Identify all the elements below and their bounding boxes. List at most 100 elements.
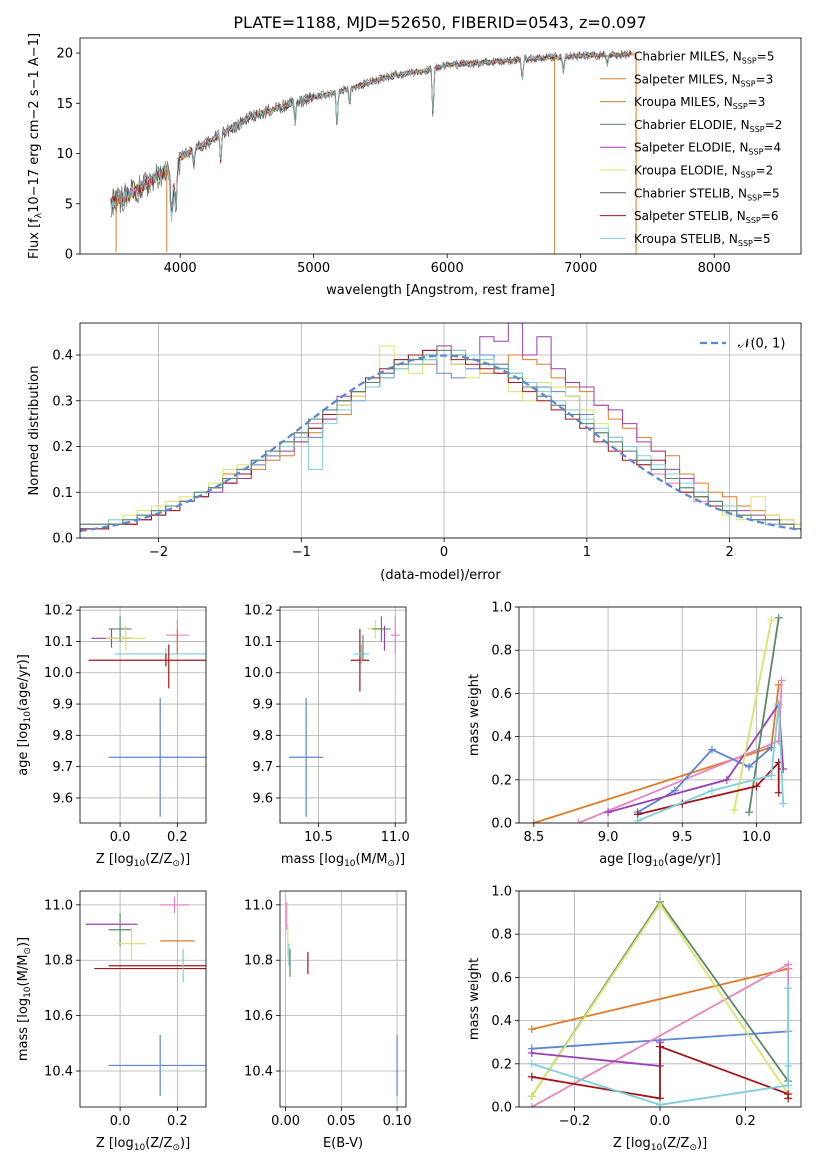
- age-z-ytick-label: 10.0: [44, 666, 73, 681]
- spectrum-ytick-label: 20: [56, 47, 73, 62]
- legend-sep: ,: [716, 95, 724, 109]
- mw-age-xtick-label: 10.0: [742, 830, 771, 845]
- spectrum-xlabel: wavelength [Angstrom, rest frame]: [326, 283, 555, 298]
- mw-z-lines: [527, 897, 793, 1107]
- mass-ebv-ytick-label: 10.4: [244, 1065, 273, 1080]
- mass-z-xlabel: Z [log10(Z/Z⊙)]: [96, 1136, 190, 1153]
- spectrum-ylabel-part: erg cm: [27, 119, 42, 168]
- legend-model: Salpeter ELODIE: [634, 141, 732, 155]
- age-z-ytick-label: 9.7: [52, 760, 73, 775]
- mass-weight-vs-age-panel: 8.5 9.0 9.5 10.0 0.0 0.2 0.4 0.6 0.8 1.0 age [log1…: [467, 601, 802, 869]
- mw-z-ytick-label: 0.8: [491, 928, 512, 943]
- gaussian-curve: [80, 354, 801, 532]
- mass-ebv-ytick-label: 10.8: [244, 954, 273, 969]
- mw-z-series-salpeter_miles: [531, 967, 789, 1031]
- legend-nssp: 2: [766, 164, 774, 178]
- age-z-ylabel-part: 10: [23, 711, 33, 723]
- spectrum-ytick-label: 0: [65, 248, 73, 263]
- spectrum-xtick-label: 8000: [698, 261, 731, 276]
- legend-nssp: 4: [773, 141, 781, 155]
- legend-n-sub: SSP: [748, 148, 763, 157]
- mw-z-ytick-label: 0.0: [491, 1101, 512, 1116]
- legend-sep: ,: [729, 209, 737, 223]
- histogram-series: [80, 323, 801, 532]
- age-z-points: [88, 616, 206, 817]
- histogram-frame: [79, 322, 802, 539]
- mw-age-xtick-label: 8.5: [523, 830, 544, 845]
- mass-ebv-xtick-label: 0.05: [327, 1114, 356, 1129]
- mass-z-frame: [79, 890, 207, 1108]
- age-vs-mass-panel: 10.5 11.0 9.6 9.7 9.8 9.9 10.0 10.1 10.2 mass [lo…: [244, 604, 410, 869]
- mass-z-ylabel-part: 10: [23, 986, 33, 998]
- legend-sep: ,: [733, 118, 741, 132]
- mw-age-series-kroupa_elodie: [733, 619, 773, 811]
- spectrum-ylabel-part: s: [27, 89, 42, 100]
- mw-z-xlabel-part: 10: [651, 1143, 663, 1153]
- legend-entry: Chabrier STELIB, NSSP=5: [634, 186, 780, 202]
- age-mass-xlabel: mass [log10(M/M⊙)]: [281, 852, 405, 869]
- spectrum-series-kroupa_miles: [110, 51, 632, 219]
- legend-sep: ,: [725, 50, 733, 64]
- legend-n-sub: SSP: [738, 239, 753, 248]
- legend-n: N: [738, 186, 747, 200]
- age-z-xlabel-part: 10: [134, 859, 146, 869]
- age-z-ylabel-part: age [log: [16, 723, 31, 776]
- mass-ebv-points: [286, 902, 398, 1096]
- mw-z-xlabel-part: (Z/Z: [662, 1136, 689, 1151]
- mw-age-ytick-label: 0.2: [491, 773, 512, 788]
- mass-weight-vs-metallicity-panel: −0.2 0.0 0.2 0.0 0.2 0.4 0.6 0.8 1.0 Z [log10(Z/Z…: [467, 885, 802, 1153]
- age-mass-ytick-label: 9.9: [252, 698, 273, 713]
- legend-n: N: [732, 164, 741, 178]
- mass-ebv-ytick-label: 10.6: [244, 1009, 273, 1024]
- legend-nssp: 5: [767, 50, 775, 64]
- mass-vs-metallicity-panel: 0.0 0.210.410.610.811.0Z [log10(Z/Z⊙)]mas…: [16, 890, 207, 1153]
- mw-age-xlabel-part: age [log: [599, 852, 652, 867]
- mw-age-ytick-label: 0.8: [491, 644, 512, 659]
- age-z-xlabel-part: Z [log: [96, 852, 134, 867]
- histogram-xtick-label: −2: [149, 545, 168, 560]
- mass-z-xtick-label: 0.0: [110, 1114, 131, 1129]
- legend-entry: Kroupa MILES, NSSP=3: [634, 95, 765, 111]
- age-z-ytick-label: 9.8: [52, 729, 73, 744]
- legend-entry: Chabrier ELODIE, NSSP=2: [634, 118, 782, 134]
- histogram-xlabel: (data-model)/error: [380, 568, 501, 583]
- age-mass-ytick-label: 10.0: [244, 666, 273, 681]
- figure-title: PLATE=1188, MJD=52650, FIBERID=0543, z=0…: [233, 13, 646, 32]
- mw-age-ytick-label: 0.6: [491, 687, 512, 702]
- spectrum-ylabel-part: −1: [27, 38, 42, 57]
- legend-eq: =: [753, 232, 763, 246]
- legend-model: Chabrier ELODIE: [634, 118, 733, 132]
- mass-z-xlabel-part: )]: [180, 1136, 190, 1151]
- legend-n: N: [733, 50, 742, 64]
- age-mass-points: [289, 616, 400, 817]
- legend-model: Chabrier MILES: [634, 50, 725, 64]
- legend-model: Salpeter MILES: [634, 72, 724, 86]
- legend-nssp: 5: [772, 186, 780, 200]
- legend-sep: ,: [724, 72, 732, 86]
- mass-ebv-xtick-label: 0.00: [271, 1114, 300, 1129]
- legend-n-sub: SSP: [741, 79, 756, 88]
- legend-entry: Kroupa ELODIE, NSSP=2: [634, 164, 773, 180]
- mw-age-series-kroupa_stelib: [637, 704, 785, 822]
- age-z-frame: [79, 606, 207, 824]
- age-mass-xlabel-part: ⊙: [387, 859, 395, 869]
- histogram-legend-label: 𝒩(0, 1): [738, 337, 785, 352]
- spectrum-series-salpeter_miles: [110, 50, 637, 217]
- age-z-xlabel-part: )]: [180, 852, 190, 867]
- mw-age-frame: [518, 606, 802, 824]
- spectrum-lines: [110, 49, 637, 254]
- legend-n-sub: SSP: [741, 171, 756, 180]
- spectrum-series-kroupa_stelib: [110, 52, 632, 222]
- spectrum-series-chabrier_elodie: [110, 52, 632, 222]
- legend-nssp: 5: [763, 232, 771, 246]
- legend-model: Kroupa STELIB: [634, 232, 721, 246]
- histogram-ytick-label: 0.2: [52, 440, 73, 455]
- spectrum-ylabel-part: −17: [27, 169, 42, 196]
- legend-n-sub: SSP: [742, 57, 757, 66]
- mw-z-xtick-label: −0.2: [559, 1114, 591, 1129]
- mw-age-ytick-label: 1.0: [491, 601, 512, 616]
- mass-z-xlabel-part: (Z/Z: [145, 1136, 172, 1151]
- spectrum-series-salpeter_elodie: [110, 51, 632, 213]
- mass-z-xlabel-part: ⊙: [172, 1143, 180, 1153]
